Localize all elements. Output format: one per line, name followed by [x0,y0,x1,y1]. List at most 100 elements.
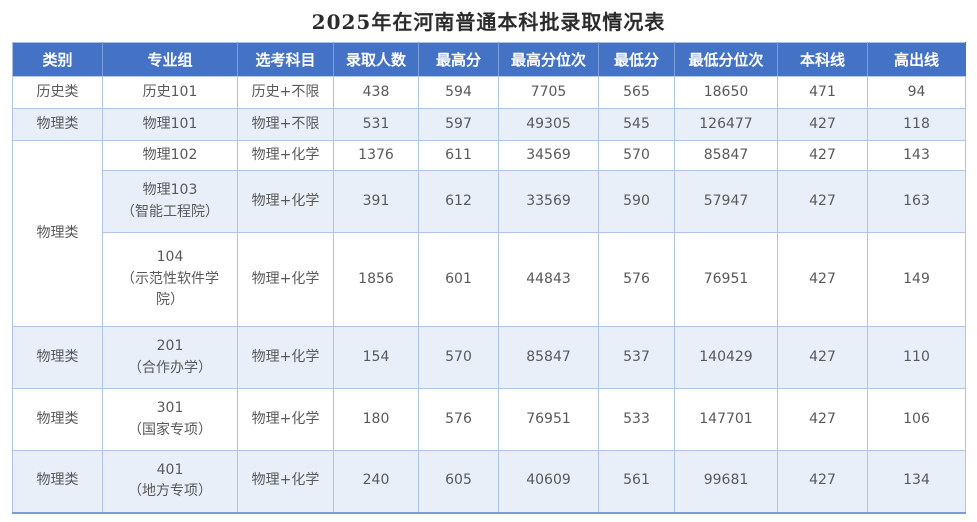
cell-batch-line: 471 [777,76,868,109]
cell-subjects: 物理+不限 [237,108,334,141]
cell-min-rank: 85847 [674,140,778,171]
admissions-table: 类别 专业组 选考科目 录取人数 最高分 最高分位次 最低分 最低分位次 本科线… [12,42,966,514]
cell-batch-line: 427 [777,170,868,233]
cell-above-line: 134 [867,450,966,513]
cell-max-score: 594 [418,76,499,109]
cell-min-score: 590 [598,170,675,233]
cell-subjects: 历史+不限 [237,76,334,109]
cell-min-score: 570 [598,140,675,171]
col-header-max-score: 最高分 [418,42,499,77]
cell-admitted: 531 [333,108,419,141]
cell-subjects: 物理+化学 [237,140,334,171]
cell-min-score: 561 [598,450,675,513]
page-title: 2025年在河南普通本科批录取情况表 [311,10,666,34]
cell-group: 历史101 [102,76,238,109]
cell-min-rank: 140429 [674,326,778,389]
cell-admitted: 154 [333,326,419,389]
cell-max-score: 570 [418,326,499,389]
header-row: 类别 专业组 选考科目 录取人数 最高分 最高分位次 最低分 最低分位次 本科线… [12,42,966,77]
cell-min-score: 537 [598,326,675,389]
cell-subjects: 物理+化学 [237,170,334,233]
cell-category: 物理类 [12,326,103,389]
cell-subjects: 物理+化学 [237,232,334,327]
cell-above-line: 106 [867,388,966,451]
cell-category: 物理类 [12,450,103,513]
cell-max-score: 597 [418,108,499,141]
cell-group: 301 （国家专项） [102,388,238,451]
cell-max-score: 605 [418,450,499,513]
table-row: 物理103 （智能工程院） 物理+化学 391 612 33569 590 57… [13,170,966,233]
table-row: 物理类 物理102 物理+化学 1376 611 34569 570 85847… [12,140,966,327]
col-header-group: 专业组 [102,42,238,77]
cell-admitted: 1856 [333,232,419,327]
cell-max-rank: 7705 [498,76,599,109]
cell-batch-line: 427 [777,232,868,327]
cell-batch-line: 427 [777,450,868,513]
cell-max-rank: 44843 [498,232,599,327]
cell-category: 物理类 [12,108,103,141]
table-row: 物理类 201 （合作办学） 物理+化学 154 570 85847 537 1… [12,326,966,389]
table-row: 历史类 历史101 历史+不限 438 594 7705 565 18650 4… [12,76,966,109]
cell-group: 物理102 [102,140,238,171]
table-row: 物理类 401 （地方专项） 物理+化学 240 605 40609 561 9… [12,450,966,513]
cell-max-rank: 85847 [498,326,599,389]
table-header: 类别 专业组 选考科目 录取人数 最高分 最高分位次 最低分 最低分位次 本科线… [12,42,966,77]
cell-above-line: 110 [867,326,966,389]
cell-subjects: 物理+化学 [237,388,334,451]
cell-max-rank: 40609 [498,450,599,513]
cell-batch-line: 427 [777,388,868,451]
cell-group: 201 （合作办学） [102,326,238,389]
table-row: 物理类 物理101 物理+不限 531 597 49305 545 126477… [12,108,966,141]
cell-min-rank: 99681 [674,450,778,513]
table-body: 历史类 历史101 历史+不限 438 594 7705 565 18650 4… [12,76,966,513]
col-header-admitted: 录取人数 [333,42,419,77]
cell-batch-line: 427 [777,108,868,141]
cell-max-rank: 33569 [498,170,599,233]
cell-group: 物理103 （智能工程院） [102,170,238,233]
cell-min-rank: 126477 [674,108,778,141]
cell-min-rank: 18650 [674,76,778,109]
cell-category: 物理类 [12,388,103,451]
col-header-above-line: 高出线 [867,42,966,77]
cell-batch-line: 427 [777,140,868,171]
cell-max-score: 601 [418,232,499,327]
cell-max-score: 612 [418,170,499,233]
col-header-max-rank: 最高分位次 [498,42,599,77]
cell-min-score: 565 [598,76,675,109]
cell-min-rank: 76951 [674,232,778,327]
cell-above-line: 143 [867,140,966,171]
cell-admitted: 391 [333,170,419,233]
cell-min-rank: 147701 [674,388,778,451]
table-row: 104 （示范性软件学 院） 物理+化学 1856 601 44843 576 … [13,232,966,327]
cell-subjects: 物理+化学 [237,326,334,389]
cell-category-merged: 物理类 [12,140,103,327]
cell-subjects: 物理+化学 [237,450,334,513]
cell-max-score: 611 [418,140,499,171]
cell-max-rank: 49305 [498,108,599,141]
cell-above-line: 118 [867,108,966,141]
cell-admitted: 438 [333,76,419,109]
cell-min-score: 576 [598,232,675,327]
col-header-batch-line: 本科线 [777,42,868,77]
cell-max-rank: 76951 [498,388,599,451]
cell-min-score: 533 [598,388,675,451]
col-header-min-score: 最低分 [598,42,675,77]
cell-above-line: 149 [867,232,966,327]
cell-min-rank: 57947 [674,170,778,233]
cell-min-score: 545 [598,108,675,141]
col-header-min-rank: 最低分位次 [674,42,778,77]
table-row: 物理类 301 （国家专项） 物理+化学 180 576 76951 533 1… [12,388,966,451]
cell-group: 401 （地方专项） [102,450,238,513]
cell-admitted: 1376 [333,140,419,171]
cell-above-line: 163 [867,170,966,233]
cell-max-score: 576 [418,388,499,451]
cell-group: 物理101 [102,108,238,141]
cell-group: 104 （示范性软件学 院） [102,232,238,327]
cell-batch-line: 427 [777,326,868,389]
cell-category: 历史类 [12,76,103,109]
cell-max-rank: 34569 [498,140,599,171]
cell-admitted: 180 [333,388,419,451]
cell-above-line: 94 [867,76,966,109]
col-header-subjects: 选考科目 [237,42,334,77]
